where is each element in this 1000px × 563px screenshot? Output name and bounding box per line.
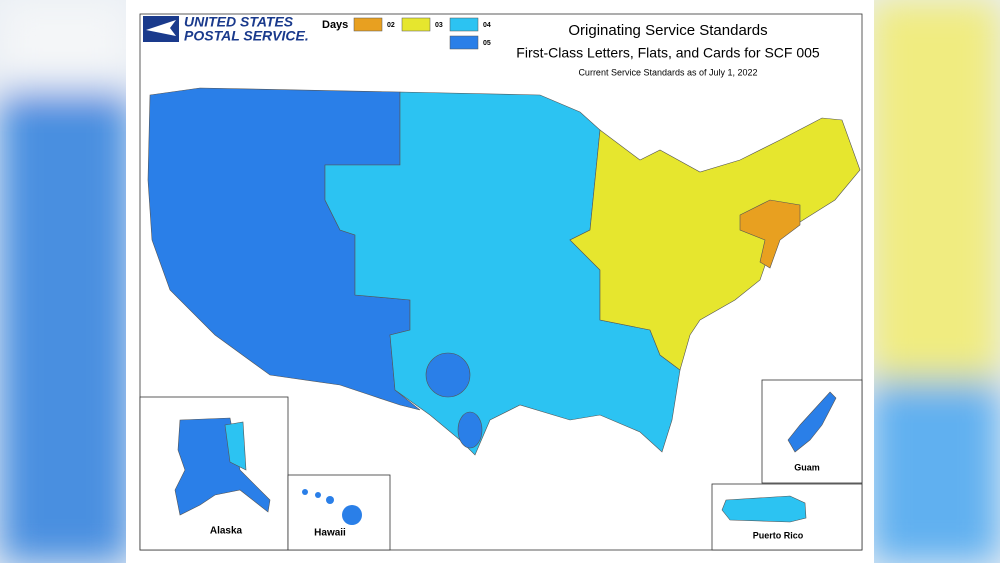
alaska-shape xyxy=(174,417,271,516)
legend: 02 03 04 05 xyxy=(353,17,491,50)
logo: UNITED STATES POSTAL SERVICE. xyxy=(143,14,309,44)
bg-left-top xyxy=(0,0,130,90)
logo-line1: UNITED STATES xyxy=(184,14,294,30)
legend-swatch xyxy=(353,17,383,32)
legend-label: 05 xyxy=(483,40,491,47)
hawaii-frame xyxy=(287,474,391,551)
legend-swatch xyxy=(449,17,479,32)
hawaii-label: Hawaii xyxy=(314,528,346,539)
legend-swatch xyxy=(401,17,431,32)
frame xyxy=(139,13,863,551)
guam-label: Guam xyxy=(794,462,820,472)
bg-right-low xyxy=(870,380,1000,563)
hawaii-island xyxy=(302,489,308,495)
hawaii-island xyxy=(315,492,321,498)
us-map xyxy=(147,87,861,456)
hawaii-island xyxy=(326,496,334,504)
puerto-rico-label: Puerto Rico xyxy=(753,530,804,540)
legend-label: 03 xyxy=(435,22,443,29)
legend-label: 04 xyxy=(483,22,491,29)
region-02 xyxy=(739,199,801,269)
region-05-gulf xyxy=(457,411,483,449)
legend-swatch xyxy=(449,35,479,50)
subtitle: First-Class Letters, Flats, and Cards fo… xyxy=(516,45,820,61)
region-03 xyxy=(569,117,861,371)
note: Current Service Standards as of July 1, … xyxy=(578,67,757,77)
hawaii-island xyxy=(342,505,362,525)
bg-left xyxy=(0,0,130,563)
inset-shapes xyxy=(174,391,837,525)
region-05-texas xyxy=(425,352,471,398)
legend-label: 02 xyxy=(387,22,395,29)
puerto-rico-shape xyxy=(721,495,807,523)
guam-shape xyxy=(787,391,837,453)
alaska-label: Alaska xyxy=(210,526,243,537)
logo-line2: POSTAL SERVICE. xyxy=(184,28,309,44)
title: Originating Service Standards xyxy=(568,22,767,39)
alaska-east xyxy=(224,421,247,471)
legend-title: Days xyxy=(322,19,348,31)
logo-eagle-mark xyxy=(146,20,176,36)
